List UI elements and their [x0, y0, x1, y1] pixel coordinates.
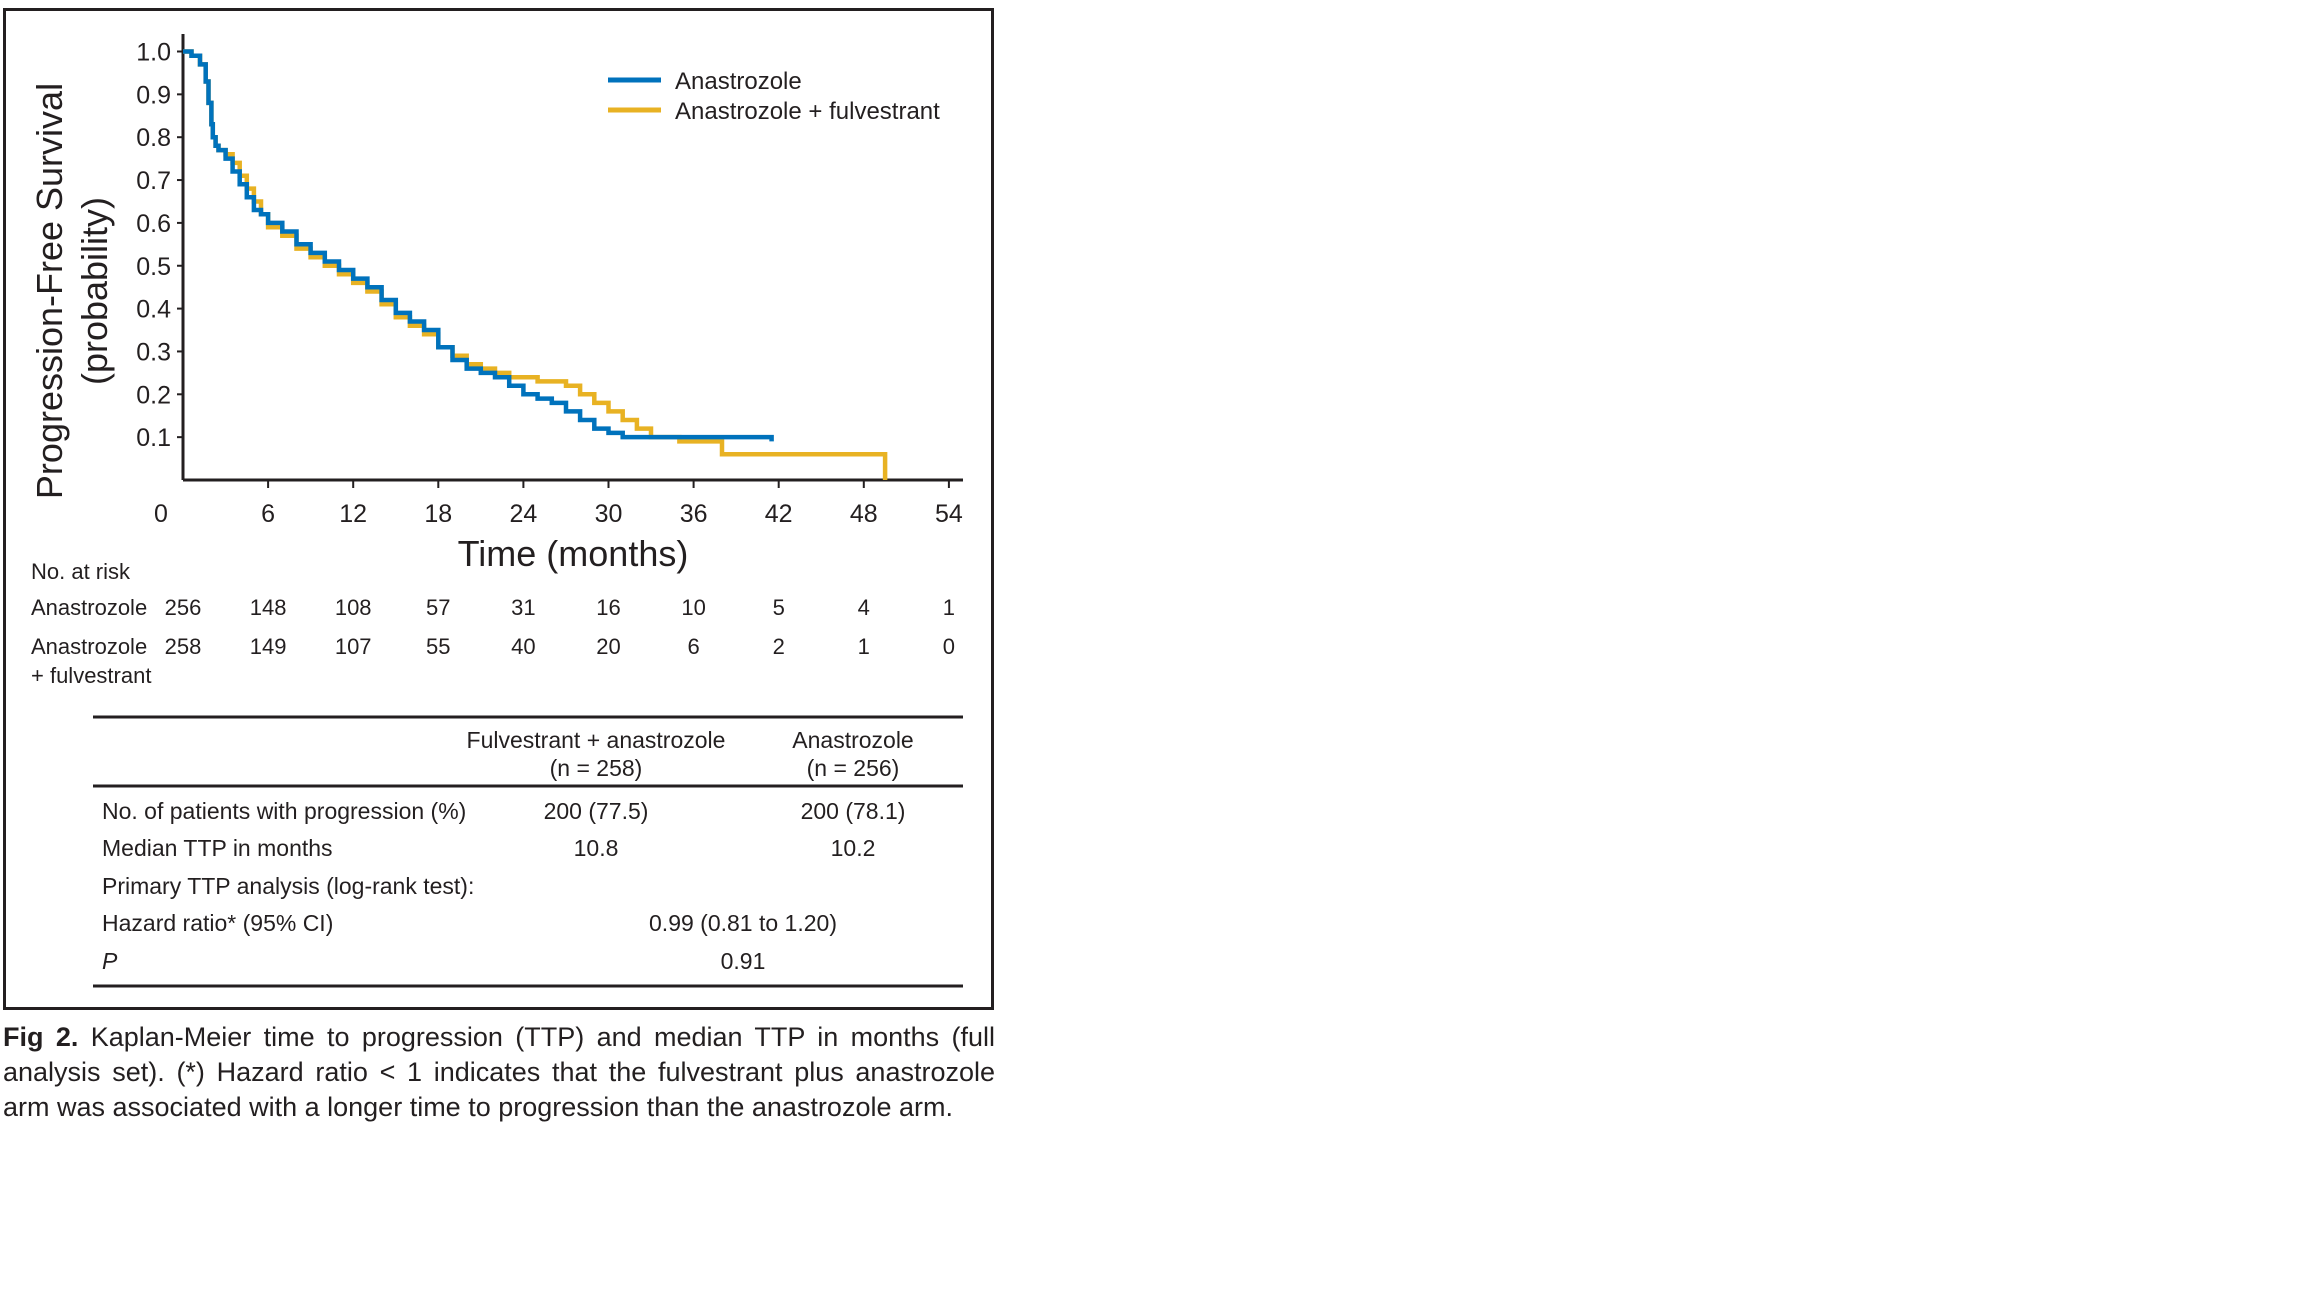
risk-value: 2	[773, 634, 785, 659]
x-tick-label: 36	[680, 500, 708, 528]
x-tick-label: 30	[595, 500, 623, 528]
risk-value: 1	[943, 595, 955, 620]
row-value: 200 (78.1)	[801, 798, 906, 824]
legend-label-anastrozole: Anastrozole	[675, 68, 802, 95]
risk-value: 256	[165, 595, 202, 620]
risk-value: 20	[596, 634, 620, 659]
risk-row-label: Anastrozole	[31, 634, 147, 659]
x-axis-ticks: 0 6 12 18 24 30 36 42 48 54	[154, 480, 963, 528]
y-axis-title: Progression-Free Survival	[29, 83, 70, 499]
col-header-combination: Fulvestrant + anastrozole	[467, 727, 726, 753]
y-tick-label: 0.6	[136, 210, 171, 238]
row-label: Hazard ratio* (95% CI)	[102, 910, 333, 936]
figure-caption: Fig 2. Kaplan-Meier time to progression …	[3, 1020, 995, 1125]
risk-row-label-continued: + fulvestrant	[31, 663, 151, 688]
risk-value: 16	[596, 595, 620, 620]
y-tick-label: 0.1	[136, 424, 171, 452]
row-value-merged: 0.91	[721, 948, 766, 974]
row-value: 10.8	[574, 835, 619, 861]
risk-value: 148	[250, 595, 287, 620]
risk-value: 0	[943, 634, 955, 659]
risk-table-header: No. at risk	[31, 559, 131, 584]
risk-value: 4	[858, 595, 870, 620]
risk-value: 40	[511, 634, 535, 659]
risk-value: 10	[681, 595, 705, 620]
km-chart: Progression-Free Survival (probability) …	[29, 34, 963, 988]
y-tick-label: 0.8	[136, 124, 171, 152]
row-label: No. of patients with progression (%)	[102, 798, 466, 824]
row-label: P	[102, 948, 118, 974]
caption-label: Fig 2.	[3, 1022, 79, 1052]
col-header-combination-n: (n = 258)	[550, 755, 643, 781]
row-value-merged: 0.99 (0.81 to 1.20)	[649, 910, 837, 936]
row-value: 10.2	[831, 835, 876, 861]
y-axis-ticks: 1.0 0.9 0.8 0.7 0.6 0.5 0.4 0.3 0.2 0.1	[136, 39, 183, 452]
y-tick-label: 1.0	[136, 39, 171, 67]
figure-frame: Progression-Free Survival (probability) …	[3, 8, 994, 1010]
row-label: Primary TTP analysis (log-rank test):	[102, 873, 474, 899]
x-tick-label: 18	[424, 500, 452, 528]
summary-table: Fulvestrant + anastrozole (n = 258) Anas…	[93, 715, 963, 988]
y-tick-label: 0.5	[136, 253, 171, 281]
y-tick-label: 0.9	[136, 81, 171, 109]
x-tick-label: 54	[935, 500, 963, 528]
y-tick-label: 0.4	[136, 296, 171, 324]
risk-value: 55	[426, 634, 450, 659]
x-tick-label: 24	[509, 500, 537, 528]
risk-value: 258	[165, 634, 202, 659]
risk-value: 108	[335, 595, 372, 620]
legend: Anastrozole Anastrozole + fulvestrant	[608, 68, 940, 125]
risk-value: 57	[426, 595, 450, 620]
row-value: 200 (77.5)	[544, 798, 649, 824]
risk-value: 31	[511, 595, 535, 620]
col-header-anastrozole-n: (n = 256)	[807, 755, 900, 781]
risk-table: No. at risk Anastrozole Anastrozole + fu…	[31, 559, 955, 688]
x-tick-label: 42	[765, 500, 793, 528]
legend-label-combination: Anastrozole + fulvestrant	[675, 98, 940, 125]
x-axis-title: Time (months)	[458, 533, 689, 574]
risk-row-label: Anastrozole	[31, 595, 147, 620]
x-tick-label: 12	[339, 500, 367, 528]
risk-value: 5	[773, 595, 785, 620]
risk-value: 107	[335, 634, 372, 659]
y-tick-label: 0.3	[136, 338, 171, 366]
row-label: Median TTP in months	[102, 835, 333, 861]
risk-value: 1	[858, 634, 870, 659]
col-header-anastrozole: Anastrozole	[792, 727, 913, 753]
x-tick-label: 0	[154, 500, 168, 528]
y-axis-subtitle: (probability)	[74, 197, 115, 385]
risk-value: 149	[250, 634, 287, 659]
survival-curves	[183, 49, 888, 480]
y-tick-label: 0.7	[136, 167, 171, 195]
x-tick-label: 6	[261, 500, 275, 528]
risk-value: 6	[687, 634, 699, 659]
caption-text: Kaplan-Meier time to progression (TTP) a…	[3, 1022, 995, 1122]
curve-anastrozole	[183, 49, 774, 442]
x-tick-label: 48	[850, 500, 878, 528]
y-tick-label: 0.2	[136, 381, 171, 409]
